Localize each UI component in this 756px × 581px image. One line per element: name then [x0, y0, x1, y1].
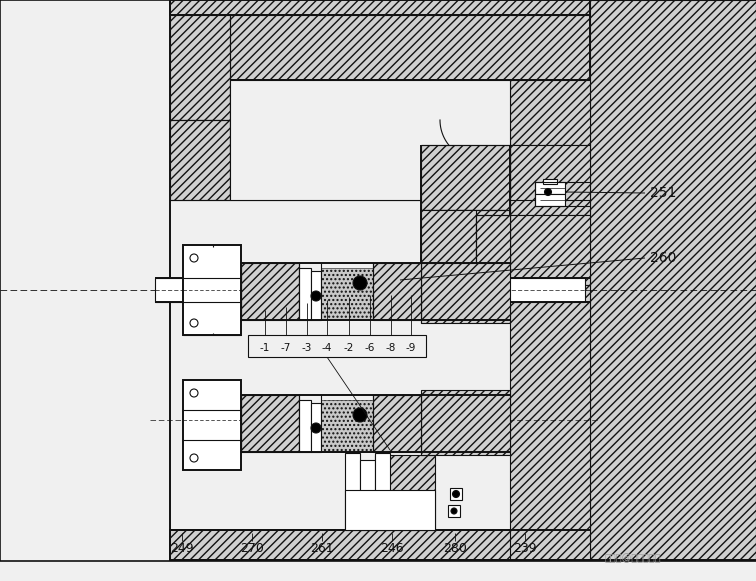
Bar: [535, 194, 565, 206]
Bar: [311, 428, 321, 452]
Text: -3: -3: [302, 343, 312, 353]
Bar: [360, 460, 375, 530]
Bar: [448, 505, 460, 517]
Bar: [450, 488, 462, 500]
Text: -4: -4: [322, 343, 332, 353]
Bar: [345, 453, 360, 530]
Text: -1: -1: [260, 343, 270, 353]
Bar: [373, 395, 421, 452]
Bar: [183, 245, 241, 335]
Bar: [543, 179, 557, 184]
Circle shape: [311, 423, 321, 433]
Bar: [345, 490, 435, 530]
Bar: [535, 182, 565, 194]
Text: 270: 270: [240, 543, 264, 555]
Bar: [375, 455, 435, 530]
Bar: [421, 390, 510, 455]
Bar: [373, 263, 421, 320]
Circle shape: [353, 408, 367, 422]
Bar: [510, 80, 590, 145]
Bar: [241, 395, 299, 452]
Bar: [311, 403, 321, 428]
Text: 260: 260: [650, 251, 677, 265]
Bar: [510, 285, 590, 560]
Circle shape: [190, 319, 198, 327]
Bar: [155, 278, 585, 302]
Bar: [230, 80, 510, 200]
Circle shape: [453, 490, 460, 497]
Text: -7: -7: [280, 343, 291, 353]
Text: -9: -9: [406, 343, 417, 353]
Bar: [299, 268, 311, 320]
Bar: [170, 15, 756, 80]
Text: 261: 261: [310, 543, 334, 555]
Bar: [421, 258, 510, 323]
Bar: [170, 120, 230, 200]
Bar: [183, 380, 241, 470]
Bar: [170, 530, 590, 560]
Circle shape: [190, 454, 198, 462]
Text: -8: -8: [386, 343, 396, 353]
Text: -2: -2: [344, 343, 355, 353]
Text: -6: -6: [365, 343, 375, 353]
Circle shape: [544, 188, 551, 195]
Text: 246: 246: [380, 543, 404, 555]
Bar: [241, 263, 299, 320]
Circle shape: [190, 254, 198, 262]
Bar: [299, 400, 311, 452]
Bar: [321, 268, 373, 320]
Bar: [321, 400, 373, 452]
Bar: [510, 215, 590, 285]
Bar: [311, 271, 321, 296]
Bar: [421, 145, 510, 210]
Text: 249: 249: [170, 543, 194, 555]
Bar: [590, 0, 756, 560]
Bar: [421, 210, 476, 263]
Circle shape: [353, 276, 367, 290]
Bar: [170, 15, 230, 120]
Text: 251: 251: [650, 186, 677, 200]
Bar: [510, 145, 590, 215]
Bar: [421, 210, 510, 263]
Text: 搜狐号@精蛋小蕃茄: 搜狐号@精蛋小蕃茄: [605, 553, 662, 563]
Bar: [476, 215, 510, 263]
Bar: [248, 335, 426, 357]
Text: 239: 239: [513, 543, 537, 555]
Circle shape: [190, 389, 198, 397]
Bar: [375, 453, 390, 530]
Bar: [311, 296, 321, 320]
Bar: [170, 0, 756, 15]
Circle shape: [451, 508, 457, 514]
Text: 280: 280: [443, 543, 467, 555]
Circle shape: [311, 291, 321, 301]
